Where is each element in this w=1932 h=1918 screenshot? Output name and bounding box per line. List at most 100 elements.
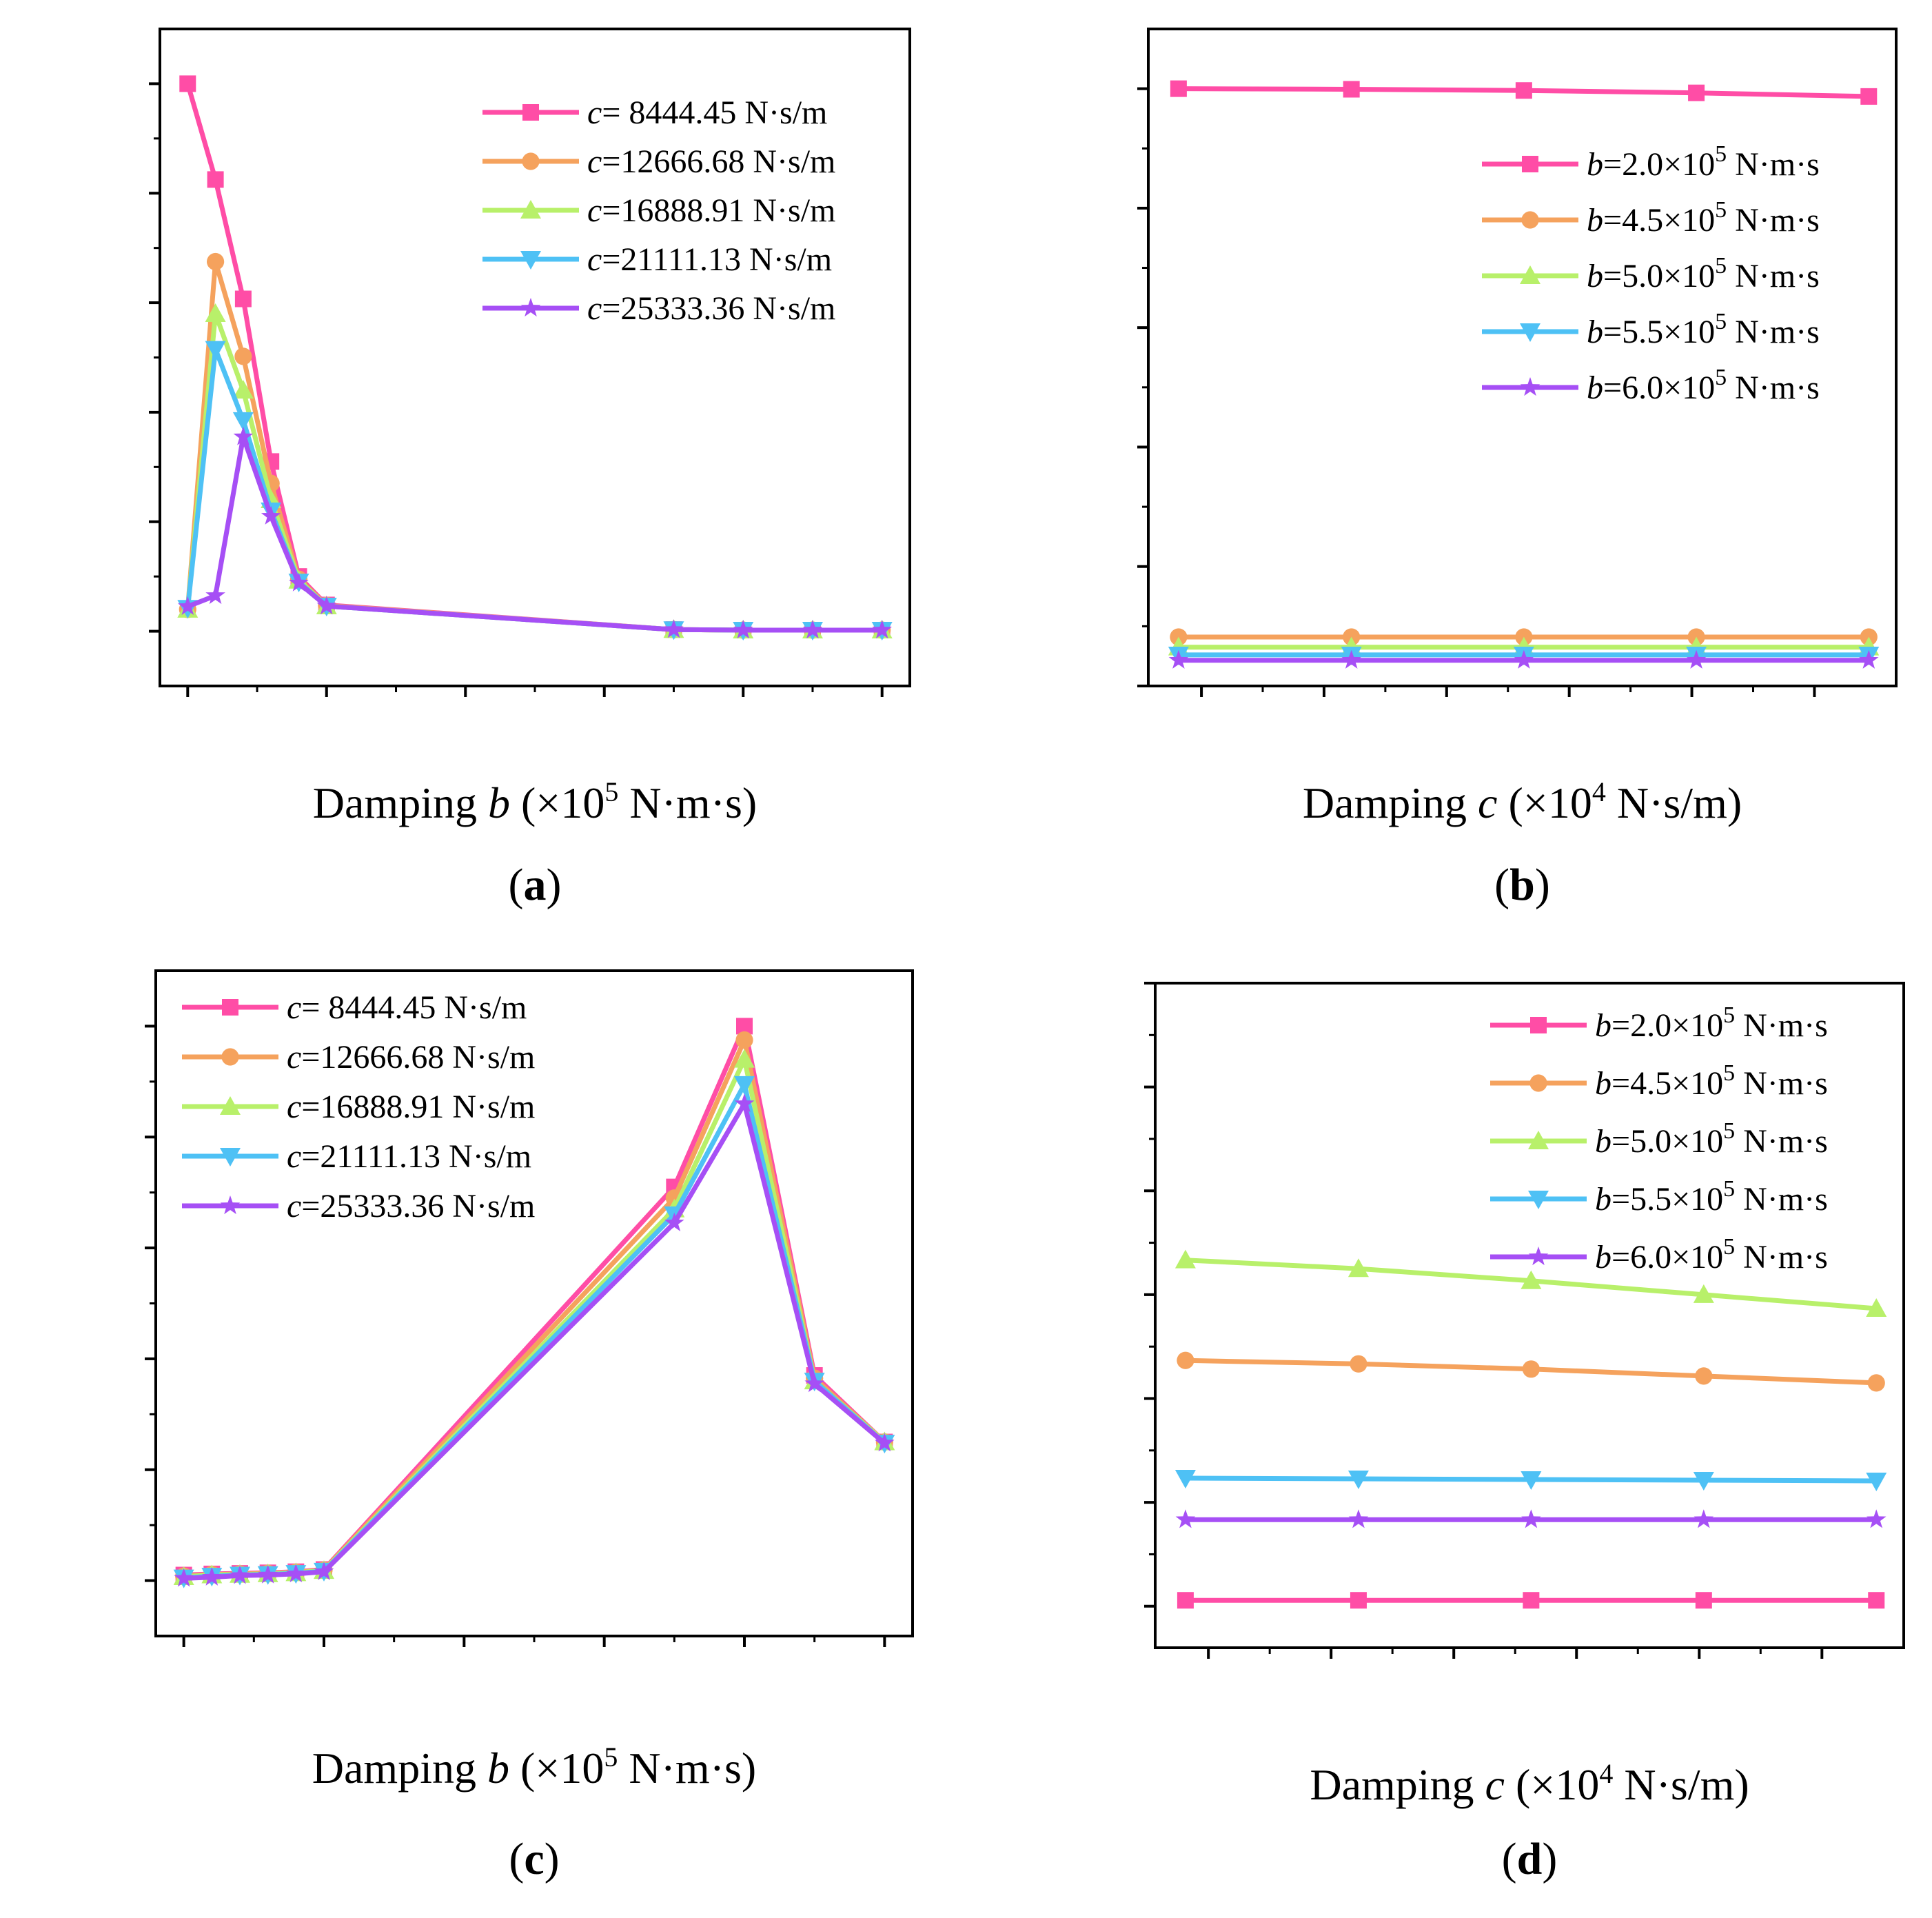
legend-entry-3: c=16888.91 N·s/m xyxy=(482,192,835,229)
chart-panel-c: Damping b (×105 N·m·s) c= 8444.45 N·s/mc=… xyxy=(145,969,914,1793)
marker-triangle-up xyxy=(232,380,254,399)
series-2 xyxy=(1177,1351,1885,1392)
x-axis-label: Damping b (×105 N·m·s) xyxy=(312,1742,756,1793)
marker-square xyxy=(234,290,252,307)
legend-entry-3: b=5.0×105 N·m·s xyxy=(1490,1118,1828,1160)
legend: b=2.0×105 N·m·s b=4.5×105 N·m·s b=5.0×105 … xyxy=(1490,1002,1828,1275)
marker-circle xyxy=(1529,1074,1547,1092)
marker-triangle-up xyxy=(1348,1258,1369,1278)
legend-label: c=16888.91 N·s/m xyxy=(287,1089,535,1125)
chart-panel-b: Damping c (×104 N·s/m) b=2.0×105 N·m·s b=4… xyxy=(1137,28,1898,827)
marker-star xyxy=(202,1566,222,1586)
legend-label: c=25333.36 N·s/m xyxy=(287,1188,535,1224)
marker-square xyxy=(1860,88,1878,105)
marker-square xyxy=(1170,80,1187,97)
marker-circle xyxy=(735,1031,753,1049)
series-4 xyxy=(173,1076,895,1588)
marker-star xyxy=(664,619,684,638)
legend-label: c=25333.36 N·s/m xyxy=(587,290,835,327)
legend-label: b=2.0×105 N·m·s xyxy=(1595,1002,1828,1044)
marker-triangle-down xyxy=(232,412,254,431)
legend-entry-4: b=5.5×105 N·m·s xyxy=(1490,1176,1828,1218)
legend-label: b=4.5×105 N·m·s xyxy=(1587,197,1820,239)
legend-label: b=5.0×105 N·m·s xyxy=(1587,253,1820,294)
marker-star xyxy=(1348,1509,1369,1528)
legend-label: b=5.0×105 N·m·s xyxy=(1595,1118,1828,1160)
marker-star xyxy=(734,1093,755,1113)
marker-triangle-up xyxy=(1520,265,1540,284)
panel-label-d: (d) xyxy=(1502,1834,1558,1884)
legend: c= 8444.45 N·s/m c=12666.68 N·s/m c=16888.… xyxy=(182,989,535,1224)
x-axis-label: Damping b (×105 N·m·s) xyxy=(313,776,757,827)
marker-square xyxy=(1868,1592,1885,1609)
legend-entry-2: c=12666.68 N·s/m xyxy=(482,143,835,180)
marker-triangle-down xyxy=(1693,1471,1714,1491)
marker-triangle-up xyxy=(220,1096,241,1115)
marker-square xyxy=(1695,1592,1712,1609)
marker-square xyxy=(1515,82,1532,99)
marker-triangle-up xyxy=(205,303,226,322)
series-3 xyxy=(173,1049,895,1585)
legend-label: b=6.0×105 N·m·s xyxy=(1595,1234,1828,1275)
marker-square xyxy=(207,171,224,188)
series-4 xyxy=(1175,1469,1887,1491)
marker-triangle-up xyxy=(1521,1270,1542,1289)
marker-circle xyxy=(234,347,252,365)
legend-entry-1: c= 8444.45 N·s/m xyxy=(482,94,827,131)
marker-star xyxy=(1694,1509,1714,1528)
marker-circle xyxy=(1695,1367,1713,1385)
marker-circle xyxy=(1867,1374,1885,1392)
legend-entry-5: c=25333.36 N·s/m xyxy=(482,290,835,327)
series-5 xyxy=(174,1093,895,1587)
legend-entry-3: c=16888.91 N·s/m xyxy=(182,1089,535,1125)
legend-label: b=4.5×105 N·m·s xyxy=(1595,1060,1828,1102)
legend-label: b=5.5×105 N·m·s xyxy=(1595,1176,1828,1218)
legend-entry-5: b=6.0×105 N·m·s xyxy=(1482,365,1820,406)
marker-circle xyxy=(206,252,225,271)
series-line xyxy=(187,434,882,633)
series-5 xyxy=(1168,649,1879,669)
marker-star xyxy=(316,596,336,615)
legend-entry-2: b=4.5×105 N·m·s xyxy=(1482,197,1820,239)
marker-star xyxy=(1859,649,1879,669)
legend-label: c=21111.13 N·s/m xyxy=(287,1138,531,1175)
marker-square xyxy=(1530,1017,1547,1033)
marker-triangle-up xyxy=(1175,1249,1196,1269)
marker-star xyxy=(220,1195,241,1215)
legend-label: c=16888.91 N·s/m xyxy=(587,192,835,229)
marker-star xyxy=(233,426,254,445)
legend-entry-4: b=5.5×105 N·m·s xyxy=(1482,309,1820,350)
series-line xyxy=(183,1057,886,1579)
marker-square xyxy=(222,999,238,1016)
marker-star xyxy=(314,1561,334,1580)
marker-square xyxy=(1343,81,1360,98)
legend-entry-3: b=5.0×105 N·m·s xyxy=(1482,253,1820,294)
legend-label: c=12666.68 N·s/m xyxy=(287,1039,535,1076)
series-5 xyxy=(178,426,892,639)
marker-star xyxy=(733,620,753,639)
marker-star xyxy=(804,1373,824,1393)
marker-triangle-up xyxy=(1528,1131,1549,1149)
marker-circle xyxy=(221,1048,239,1066)
marker-star xyxy=(1528,1246,1549,1266)
marker-circle xyxy=(1522,1360,1540,1378)
series-4 xyxy=(177,341,893,640)
marker-star xyxy=(258,1564,278,1584)
legend-label: c=21111.13 N·s/m xyxy=(587,241,832,278)
marker-star xyxy=(174,1568,194,1587)
marker-triangle-down xyxy=(1528,1191,1549,1209)
marker-triangle-down xyxy=(205,341,226,360)
marker-triangle-down xyxy=(520,251,541,270)
marker-star xyxy=(1341,649,1361,669)
x-axis-label: Damping c (×104 N·s/m) xyxy=(1310,1758,1749,1809)
marker-star xyxy=(230,1565,250,1584)
marker-star xyxy=(205,585,225,605)
marker-star xyxy=(1514,649,1534,669)
marker-star xyxy=(1867,1509,1887,1528)
legend-entry-1: b=2.0×105 N·m·s xyxy=(1490,1002,1828,1044)
marker-triangle-down xyxy=(734,1076,755,1095)
legend-label: c= 8444.45 N·s/m xyxy=(587,94,827,131)
legend-entry-5: b=6.0×105 N·m·s xyxy=(1490,1234,1828,1275)
marker-star xyxy=(289,572,309,592)
plot-frame xyxy=(1154,982,1905,1649)
